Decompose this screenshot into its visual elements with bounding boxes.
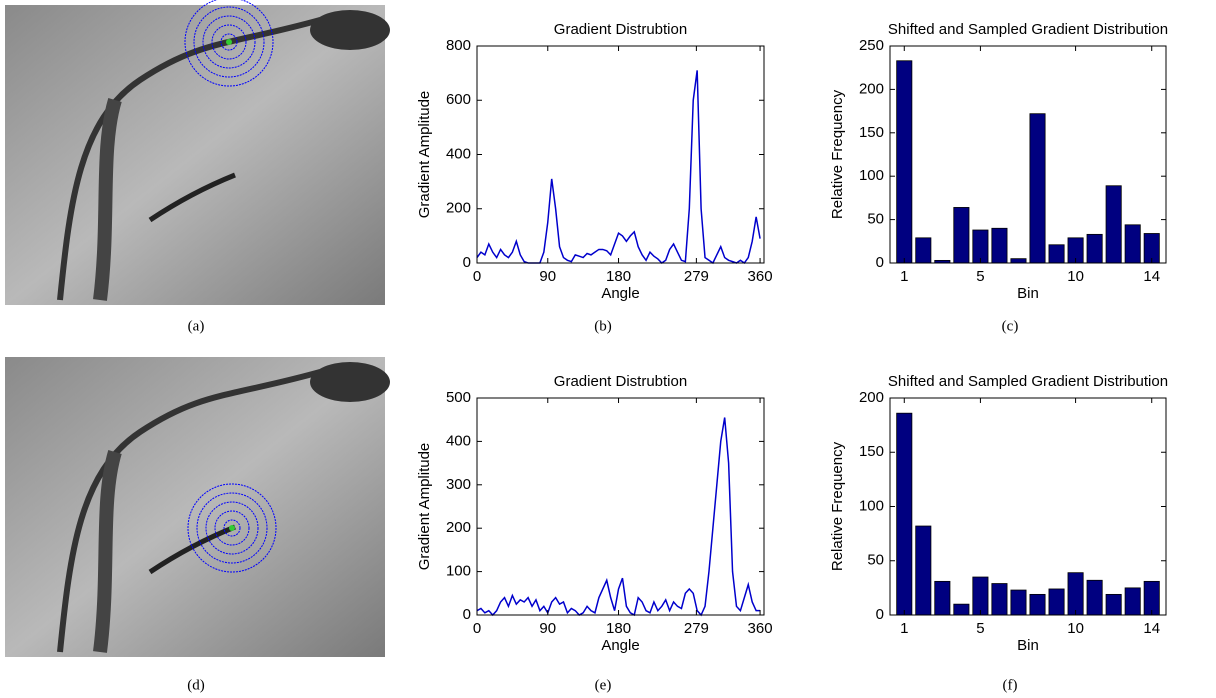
bar: [953, 207, 970, 264]
x-tick-label: 360: [748, 620, 773, 637]
y-tick-label: 300: [446, 476, 471, 493]
y-tick-label: 200: [446, 200, 471, 217]
y-tick-label: 800: [446, 37, 471, 54]
x-tick-label: 10: [1067, 268, 1084, 285]
x-tick-label: 0: [473, 620, 481, 637]
bar: [991, 583, 1008, 616]
x-tick-label: 180: [606, 268, 631, 285]
x-tick-label: 14: [1143, 268, 1160, 285]
bar: [915, 237, 932, 264]
x-tick-label: 360: [748, 268, 773, 285]
x-tick-label: 90: [539, 620, 556, 637]
chart-title: Gradient Distrubtion: [554, 21, 687, 38]
xray-image-d: [5, 357, 390, 657]
bar: [934, 580, 951, 616]
x-tick-label: 90: [539, 268, 556, 285]
x-tick-label: 180: [606, 620, 631, 637]
x-tick-label: 1: [900, 268, 908, 285]
y-tick-label: 600: [446, 91, 471, 108]
bar: [1086, 233, 1103, 264]
bar: [972, 576, 989, 616]
data-line: [476, 70, 761, 265]
x-axis-label: Angle: [601, 285, 639, 302]
bar: [896, 60, 913, 264]
caption: (d): [187, 677, 205, 693]
y-tick-label: 200: [859, 80, 884, 97]
x-axis-label: Angle: [601, 637, 639, 654]
x-tick-label: 0: [473, 268, 481, 285]
y-axis-label: Gradient Amplitude: [416, 443, 433, 571]
y-tick-label: 500: [446, 389, 471, 406]
bar: [991, 227, 1008, 264]
axes-box: [889, 45, 1167, 264]
chart-title: Shifted and Sampled Gradient Distributio…: [888, 373, 1168, 390]
y-axis-label: Relative Frequency: [829, 89, 846, 219]
x-tick-label: 14: [1143, 620, 1160, 637]
data-line: [476, 417, 761, 617]
bar: [1048, 244, 1065, 264]
bar: [1105, 185, 1122, 264]
x-tick-label: 5: [976, 268, 984, 285]
chart-title: Shifted and Sampled Gradient Distributio…: [888, 21, 1168, 38]
y-tick-label: 0: [463, 606, 471, 623]
bar: [1143, 580, 1160, 616]
bar: [915, 525, 932, 616]
caption: (a): [188, 318, 205, 334]
bar: [1105, 593, 1122, 616]
bar: [1010, 258, 1027, 264]
y-tick-label: 250: [859, 37, 884, 54]
x-tick-label: 1: [900, 620, 908, 637]
caption: (b): [594, 318, 612, 334]
y-tick-label: 200: [859, 389, 884, 406]
y-tick-label: 50: [867, 552, 884, 569]
bar: [1029, 593, 1046, 616]
y-tick-label: 200: [446, 519, 471, 536]
axes-box: [889, 397, 1167, 616]
y-tick-label: 0: [876, 254, 884, 271]
x-tick-label: 279: [684, 620, 709, 637]
y-tick-label: 400: [446, 145, 471, 162]
axes-box: [476, 397, 765, 616]
x-axis-label: Bin: [1017, 285, 1039, 302]
bar: [1029, 113, 1046, 264]
y-tick-label: 50: [867, 211, 884, 228]
y-axis-label: Gradient Amplitude: [416, 91, 433, 219]
caption: (c): [1002, 318, 1019, 334]
bar: [1048, 588, 1065, 616]
x-tick-label: 5: [976, 620, 984, 637]
bar: [1124, 224, 1141, 264]
bar: [1124, 587, 1141, 616]
y-axis-label: Relative Frequency: [829, 441, 846, 571]
bar: [1067, 572, 1084, 616]
x-axis-label: Bin: [1017, 637, 1039, 654]
y-tick-label: 100: [859, 167, 884, 184]
axes-box: [476, 45, 765, 264]
x-tick-label: 279: [684, 268, 709, 285]
y-tick-label: 100: [859, 497, 884, 514]
bar: [1086, 579, 1103, 616]
bar: [1010, 589, 1027, 616]
bar: [896, 412, 913, 616]
y-tick-label: 0: [463, 254, 471, 271]
chart-title: Gradient Distrubtion: [554, 373, 687, 390]
y-tick-label: 150: [859, 443, 884, 460]
x-tick-label: 10: [1067, 620, 1084, 637]
y-tick-label: 100: [446, 563, 471, 580]
caption: (f): [1003, 677, 1018, 693]
bar: [953, 603, 970, 616]
y-tick-label: 400: [446, 432, 471, 449]
caption: (e): [595, 677, 612, 693]
y-tick-label: 0: [876, 606, 884, 623]
y-tick-label: 150: [859, 124, 884, 141]
xray-image-a: [5, 0, 390, 305]
